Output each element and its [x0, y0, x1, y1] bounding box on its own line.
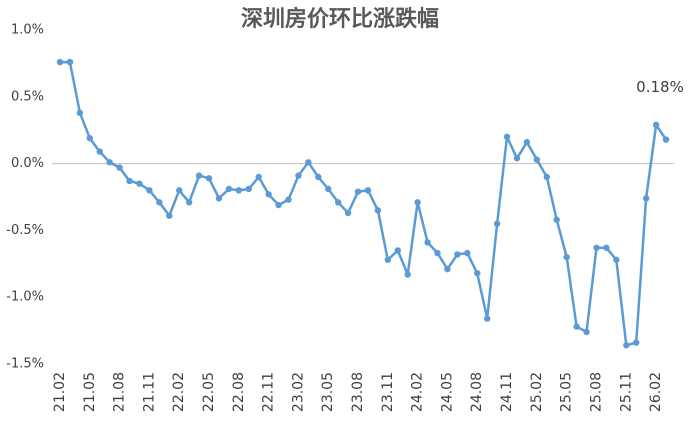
point	[96, 148, 103, 155]
point	[384, 256, 392, 263]
x-tick-label: 24.02	[410, 372, 426, 412]
point	[255, 173, 262, 181]
value-label: 0.18%	[636, 78, 684, 96]
y-tick-label: -0.5%	[6, 223, 44, 238]
point	[493, 220, 501, 227]
point	[434, 249, 441, 257]
point	[523, 139, 531, 146]
point	[185, 199, 193, 206]
point	[603, 244, 610, 251]
point	[285, 196, 292, 203]
point	[146, 187, 153, 194]
point	[325, 185, 332, 193]
x-tick-label: 23.08	[350, 372, 366, 412]
point	[632, 339, 640, 346]
point	[176, 187, 183, 194]
x-tick-label: 23.11	[380, 372, 396, 412]
point	[474, 269, 481, 277]
point	[503, 133, 511, 141]
point	[374, 207, 382, 214]
point	[563, 253, 570, 261]
point	[573, 323, 580, 330]
x-tick-label: 25.11	[618, 372, 634, 412]
point	[404, 271, 411, 278]
point	[334, 199, 342, 206]
point	[265, 191, 272, 198]
point	[553, 216, 560, 223]
point	[275, 201, 282, 209]
point	[354, 188, 362, 195]
point	[215, 195, 223, 202]
point	[56, 58, 64, 66]
point	[225, 185, 233, 193]
point	[205, 175, 213, 182]
point	[662, 136, 670, 143]
x-tick-label: 21.02	[52, 372, 68, 412]
point	[315, 173, 322, 181]
point	[623, 342, 630, 349]
y-tick-label: 1.0%	[11, 23, 44, 38]
x-tick-label: 23.05	[320, 372, 336, 412]
point	[116, 164, 123, 171]
point	[86, 135, 94, 142]
x-tick-label: 21.05	[82, 372, 98, 412]
point	[245, 185, 252, 193]
x-tick-label: 22.05	[201, 372, 217, 412]
x-tick-label: 25.02	[529, 372, 545, 412]
x-tick-label: 22.08	[231, 372, 247, 412]
x-tick-label: 26.02	[648, 372, 664, 412]
point	[195, 172, 203, 179]
point	[66, 58, 74, 66]
point	[424, 239, 431, 246]
x-tick-label: 24.05	[439, 372, 455, 412]
point	[166, 212, 173, 219]
y-tick-label: -1.5%	[6, 357, 44, 372]
x-tick-label: 21.11	[141, 372, 157, 412]
y-tick-label: -1.0%	[6, 290, 44, 305]
point	[464, 249, 471, 257]
point	[394, 247, 401, 254]
chart-title: 深圳房价环比涨跌幅	[241, 6, 439, 32]
x-tick-label: 23.02	[290, 372, 306, 412]
x-tick-label: 21.08	[112, 372, 128, 412]
point	[156, 199, 163, 206]
point	[613, 256, 620, 263]
point	[543, 173, 550, 181]
point	[106, 159, 113, 166]
point	[593, 244, 600, 251]
point	[533, 156, 541, 163]
point	[414, 199, 421, 206]
y-tick-label: 0.0%	[11, 156, 44, 171]
point	[295, 172, 302, 179]
x-tick-label: 24.08	[469, 372, 485, 412]
series-line	[60, 60, 668, 347]
point	[454, 251, 461, 258]
x-tick-label: 22.02	[171, 372, 187, 412]
point	[583, 328, 590, 336]
point	[344, 209, 352, 217]
point	[235, 187, 243, 194]
point	[76, 109, 84, 117]
y-tick-label: 0.5%	[11, 89, 44, 104]
point	[483, 315, 491, 322]
point	[513, 155, 521, 162]
point	[364, 187, 372, 194]
x-tick-label: 24.11	[499, 372, 515, 412]
point	[136, 180, 143, 187]
point	[305, 159, 312, 166]
point	[126, 177, 133, 185]
x-tick-label: 25.08	[588, 372, 604, 412]
point	[642, 195, 650, 202]
x-tick-label: 22.11	[261, 372, 277, 412]
point	[652, 121, 660, 129]
point	[444, 265, 451, 273]
x-tick-label: 25.05	[559, 372, 575, 412]
